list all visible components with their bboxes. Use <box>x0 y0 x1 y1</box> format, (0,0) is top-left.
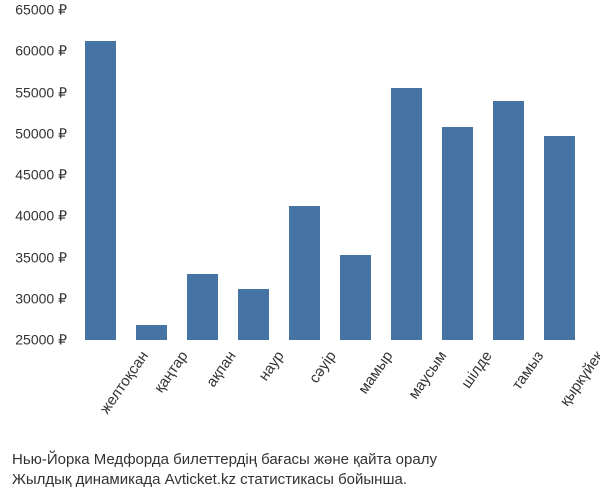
y-tick-label: 25000 ₽ <box>15 332 67 349</box>
x-tick-label: қыркүйек <box>556 348 600 409</box>
y-tick-label: 60000 ₽ <box>15 43 67 60</box>
y-tick-label: 65000 ₽ <box>15 2 67 19</box>
y-tick-label: 50000 ₽ <box>15 125 67 142</box>
caption-line-1: Нью-Йорка Медфорда билеттердің бағасы жә… <box>12 450 598 470</box>
bar <box>238 289 270 340</box>
x-tick-label: желтоқсан <box>96 348 151 417</box>
bar <box>340 255 372 340</box>
x-tick-label: ақпан <box>202 348 239 390</box>
plot-area <box>75 10 585 340</box>
y-tick-label: 35000 ₽ <box>15 249 67 266</box>
bar <box>391 88 423 340</box>
bar <box>136 325 168 340</box>
bar <box>289 206 321 340</box>
y-tick-label: 30000 ₽ <box>15 290 67 307</box>
x-axis: желтоқсанқаңтар ақпан наур сәуір мамырмаусым… <box>75 340 585 460</box>
x-tick-label: шілде <box>458 348 496 392</box>
x-tick-label: маусым <box>405 348 450 402</box>
x-tick-label: тамыз <box>508 348 547 393</box>
y-tick-label: 40000 ₽ <box>15 208 67 225</box>
bar <box>187 274 219 340</box>
bar <box>493 101 525 340</box>
y-tick-label: 45000 ₽ <box>15 167 67 184</box>
x-tick-label: қаңтар <box>150 348 191 396</box>
bar <box>85 41 117 340</box>
caption-line-2: Жылдық динамикада Avticket.kz статистика… <box>12 470 598 490</box>
x-tick-label: мамыр <box>354 348 396 397</box>
x-tick-label: сәуір <box>305 348 339 386</box>
y-axis: 25000 ₽30000 ₽35000 ₽40000 ₽45000 ₽50000… <box>0 10 75 340</box>
bar <box>544 136 576 340</box>
bar <box>442 127 474 340</box>
chart-plot <box>75 10 585 340</box>
chart-caption: Нью-Йорка Медфорда билеттердің бағасы жә… <box>12 450 598 491</box>
x-tick-label: наур <box>255 348 287 384</box>
y-tick-label: 55000 ₽ <box>15 84 67 101</box>
